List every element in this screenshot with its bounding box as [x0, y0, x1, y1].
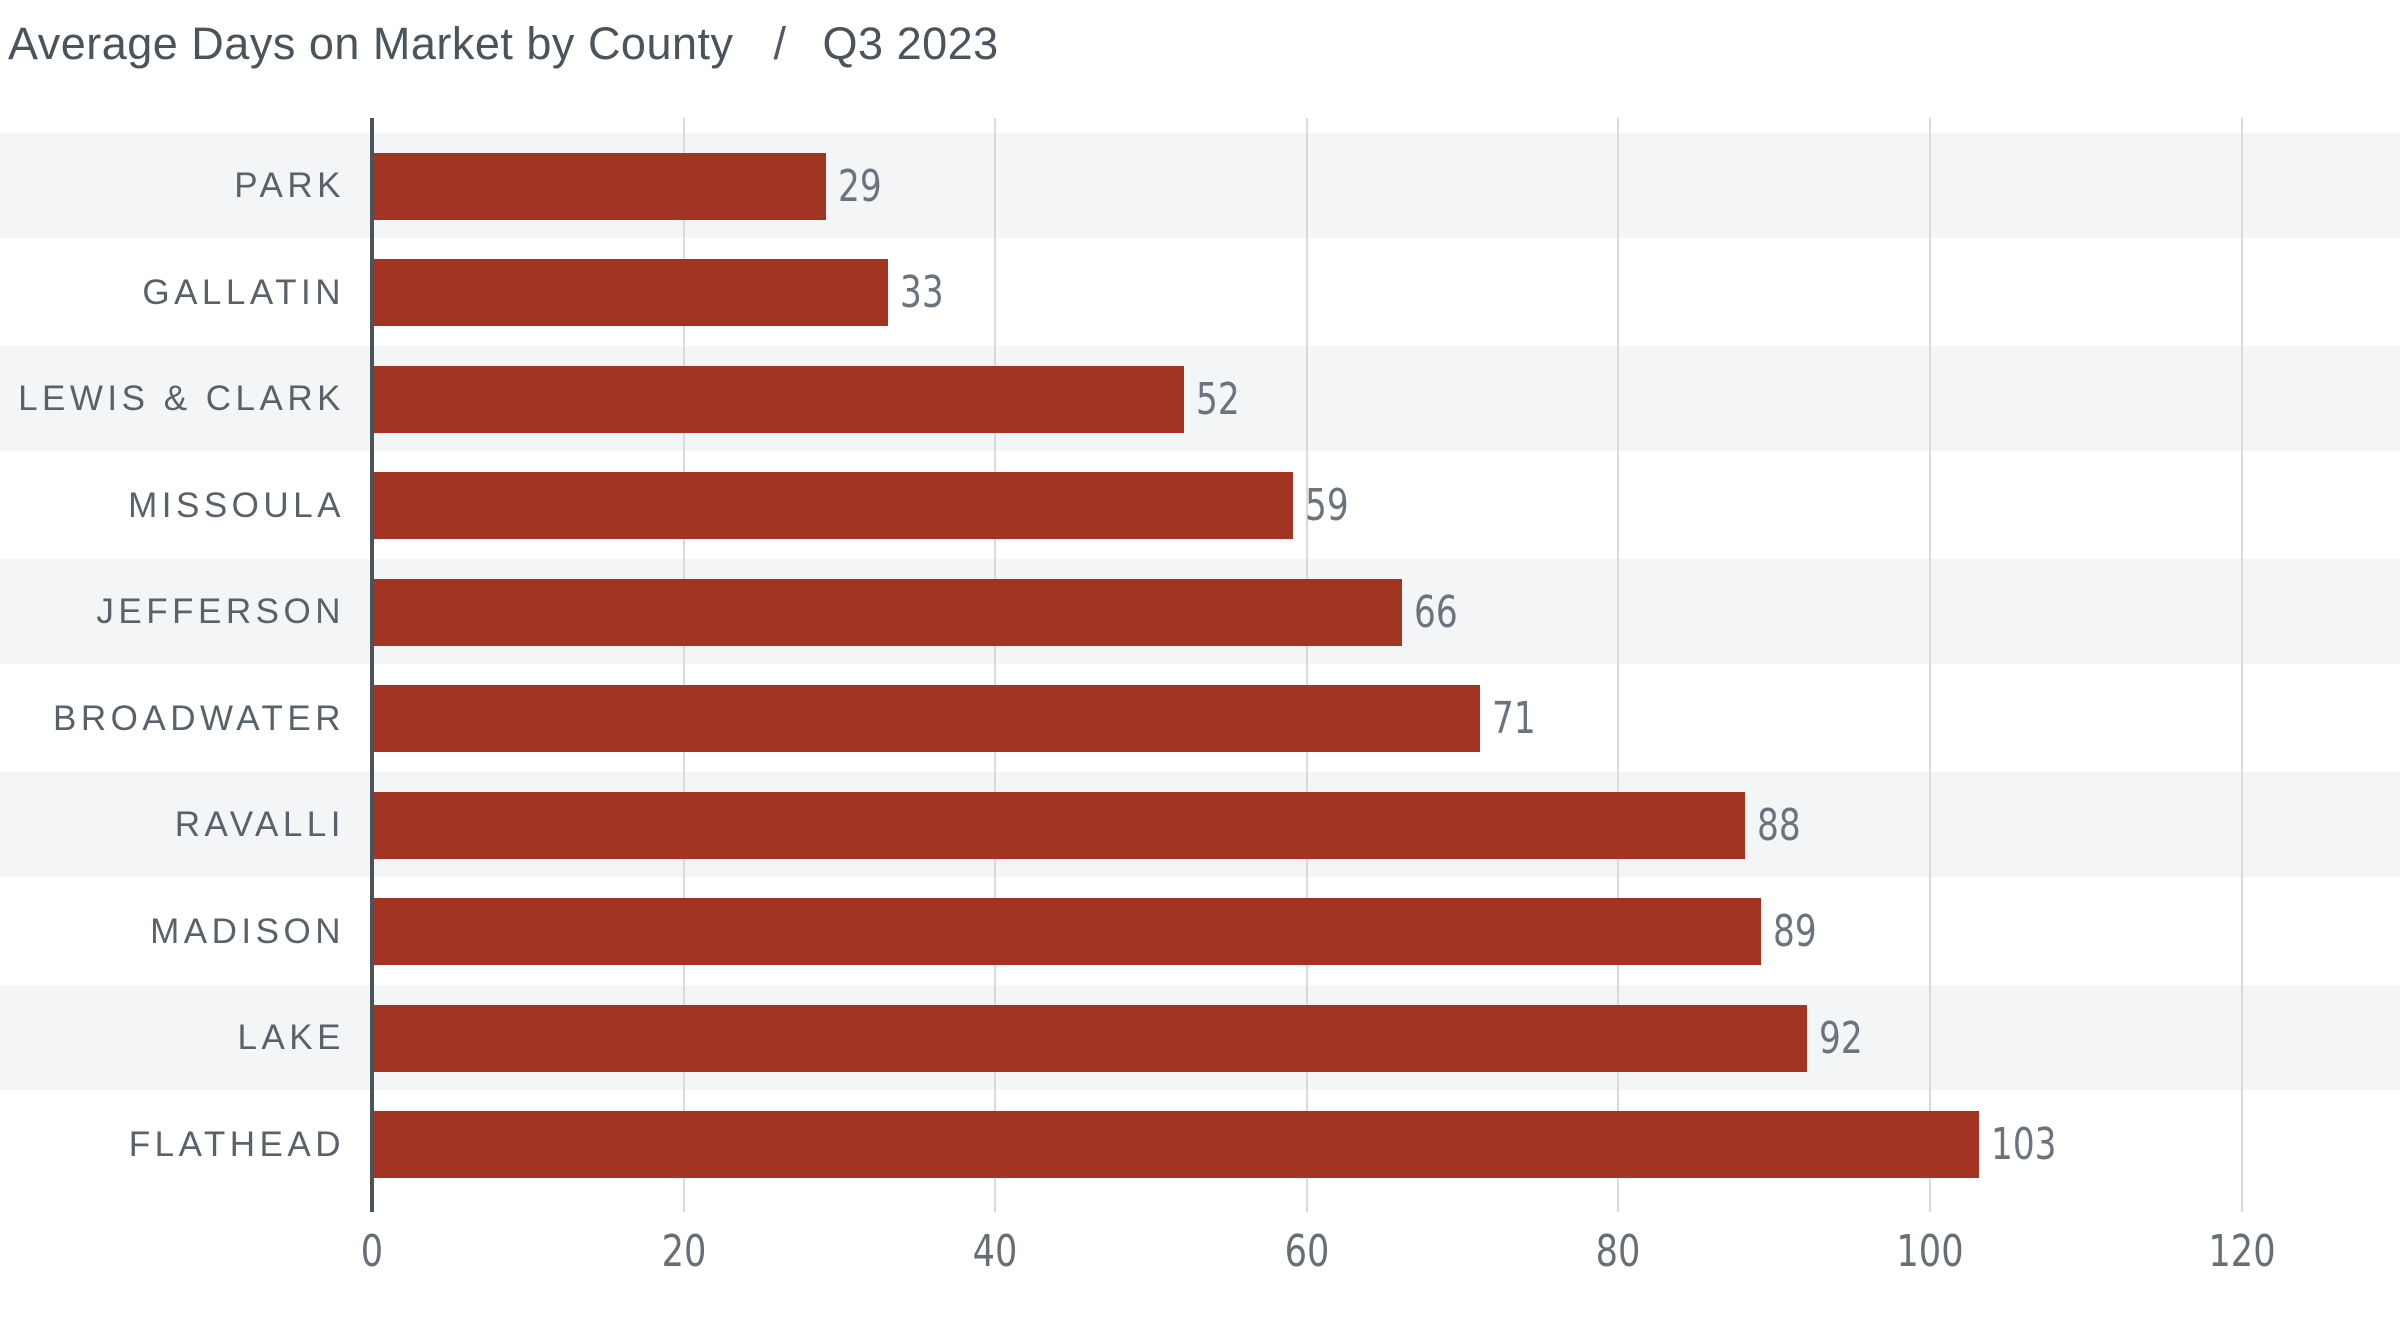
bar	[374, 259, 889, 327]
bar	[374, 1111, 1979, 1179]
category-label: RAVALLI	[174, 805, 345, 845]
x-tick-label: 40	[972, 1226, 1018, 1277]
x-tick-label: 80	[1595, 1226, 1641, 1277]
chart-title: Average Days on Market by County / Q3 2023	[8, 18, 999, 70]
bar	[374, 472, 1294, 540]
category-label: MADISON	[150, 911, 345, 951]
category-label: PARK	[234, 166, 345, 205]
bar-value-label: 33	[900, 267, 944, 319]
axis-line	[370, 118, 374, 1212]
bar-value-label: 66	[1414, 586, 1458, 638]
category-label: JEFFERSON	[96, 592, 345, 632]
gridline	[1929, 118, 1931, 1212]
bar-value-label: 29	[837, 160, 882, 212]
bar	[374, 578, 1403, 646]
category-label: GALLATIN	[142, 272, 345, 312]
chart-title-separator: /	[773, 18, 787, 69]
gridline	[2240, 118, 2243, 1212]
x-tick-label: 100	[1896, 1226, 1964, 1277]
bar-value-label: 71	[1492, 693, 1536, 745]
x-tick-label: 60	[1284, 1226, 1330, 1277]
x-tick-label: 0	[360, 1226, 384, 1277]
category-label: FLATHEAD	[128, 1124, 345, 1164]
bar	[374, 791, 1746, 859]
bar-value-label: 59	[1305, 480, 1349, 532]
category-label: BROADWATER	[53, 698, 345, 738]
chart-title-main: Average Days on Market by County	[8, 18, 734, 69]
bar-value-label: 52	[1196, 373, 1240, 425]
x-tick-label: 120	[2208, 1226, 2276, 1277]
x-tick-label: 20	[661, 1226, 706, 1277]
bar	[374, 365, 1185, 433]
gridline	[994, 118, 997, 1212]
bar	[374, 152, 826, 220]
gridline	[1305, 118, 1308, 1212]
gridline	[1617, 118, 1620, 1212]
gridline	[682, 118, 685, 1212]
bar-value-label: 88	[1757, 799, 1801, 851]
chart-title-period: Q3 2023	[822, 18, 999, 69]
category-label: MISSOULA	[128, 485, 345, 525]
category-label: LEWIS & CLARK	[18, 379, 345, 419]
bar	[374, 1004, 1808, 1072]
bar-value-label: 92	[1819, 1012, 1864, 1064]
bar	[374, 685, 1481, 753]
bar-value-label: 89	[1772, 906, 1817, 958]
bar	[374, 898, 1761, 966]
category-label: LAKE	[237, 1018, 345, 1058]
bar-value-label: 103	[1990, 1119, 2057, 1171]
